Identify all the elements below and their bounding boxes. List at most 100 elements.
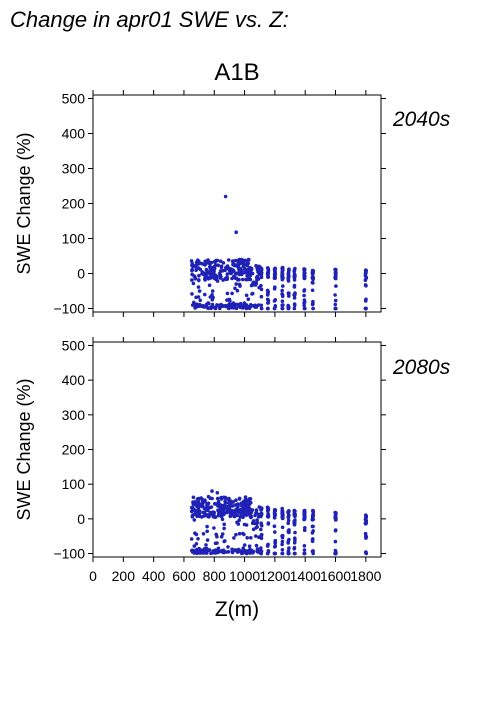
data-point (215, 541, 219, 545)
data-point (287, 546, 291, 550)
data-point (197, 278, 201, 283)
data-point (215, 491, 220, 495)
data-point (222, 508, 226, 513)
y-tick-label: 300 (62, 407, 86, 423)
data-point (266, 270, 270, 275)
data-point (201, 510, 205, 515)
data-point (265, 551, 270, 556)
data-point (245, 503, 250, 508)
data-point (333, 298, 338, 303)
data-point (230, 511, 234, 515)
data-point (234, 532, 238, 537)
data-point (233, 258, 238, 263)
data-point (242, 499, 246, 504)
data-point (212, 268, 216, 272)
data-point (215, 496, 220, 501)
data-point (221, 550, 225, 555)
data-point (234, 230, 238, 234)
data-point (203, 512, 208, 517)
data-point (239, 507, 243, 512)
data-point (221, 261, 226, 265)
data-point (196, 548, 200, 552)
data-point (286, 530, 291, 535)
data-point (196, 501, 200, 506)
data-point (230, 500, 234, 504)
data-point (219, 264, 224, 269)
period-label: 2040s (392, 108, 451, 131)
data-point (207, 261, 211, 265)
data-point (246, 257, 251, 262)
data-point (232, 305, 237, 310)
data-point (333, 548, 338, 553)
data-point (266, 521, 271, 525)
data-point (333, 551, 338, 556)
data-point (231, 259, 235, 263)
data-point (203, 292, 207, 297)
data-point (194, 295, 198, 300)
data-point (286, 551, 291, 556)
data-point (210, 496, 214, 501)
data-point (192, 264, 196, 268)
data-point (245, 536, 249, 540)
data-point (190, 548, 194, 553)
data-point (302, 544, 307, 548)
data-point (259, 546, 263, 550)
y-axis-label: SWE Change (%) (14, 378, 34, 520)
data-point (214, 276, 219, 281)
data-point (221, 278, 225, 282)
data-point (302, 276, 307, 281)
data-point (222, 522, 226, 527)
data-point (237, 268, 241, 272)
data-point (272, 306, 277, 311)
data-point (247, 306, 252, 311)
y-tick-label: 0 (77, 511, 85, 527)
data-point (266, 275, 270, 279)
data-point (286, 275, 291, 280)
data-point (259, 536, 264, 540)
data-point (292, 509, 297, 513)
data-point (203, 278, 207, 282)
data-point (333, 528, 338, 532)
data-point (233, 548, 238, 552)
data-point (225, 505, 229, 509)
data-point (226, 545, 230, 549)
data-point (236, 265, 241, 270)
data-point (251, 521, 255, 525)
data-point (280, 548, 285, 552)
y-tick-label: −100 (53, 301, 85, 317)
data-point (311, 302, 315, 306)
y-tick-label: 100 (62, 231, 86, 247)
data-point (259, 306, 264, 311)
data-point (272, 508, 277, 513)
data-point (209, 505, 214, 509)
data-point (333, 510, 338, 515)
data-point (293, 530, 297, 535)
data-point (244, 293, 249, 298)
data-point (266, 542, 270, 547)
figure-title: Change in apr01 SWE vs. Z: (10, 7, 289, 32)
y-tick-label: 400 (62, 372, 86, 388)
data-point (280, 534, 284, 538)
data-point (198, 304, 203, 308)
data-point (247, 544, 252, 548)
data-point (253, 305, 257, 309)
data-point (196, 537, 200, 541)
data-point (226, 258, 231, 262)
data-point (203, 274, 208, 279)
data-point (221, 268, 225, 273)
data-point (220, 517, 225, 522)
data-point (259, 549, 264, 553)
y-tick-label: 500 (62, 91, 86, 107)
data-point (210, 289, 215, 293)
data-point (218, 306, 222, 311)
data-point (209, 265, 213, 270)
panel-2040s: −100 0 100 200 300 400 500 SWE Change (%) 2040s (14, 90, 451, 317)
data-point (251, 549, 256, 554)
data-point (210, 293, 214, 297)
data-point (230, 550, 235, 555)
data-point (302, 267, 306, 272)
data-point (311, 509, 315, 514)
data-point (189, 505, 194, 510)
data-point (213, 273, 218, 278)
y-tick-label: 300 (62, 161, 86, 177)
